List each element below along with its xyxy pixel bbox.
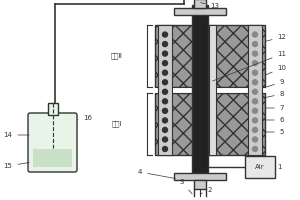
Bar bbox=[209, 25, 216, 155]
Circle shape bbox=[163, 89, 167, 94]
Text: 15: 15 bbox=[4, 162, 29, 169]
Bar bbox=[245, 156, 275, 178]
Text: 2: 2 bbox=[200, 187, 212, 194]
Bar bbox=[47, 103, 58, 115]
Circle shape bbox=[163, 137, 167, 142]
Text: 10: 10 bbox=[266, 65, 286, 75]
Circle shape bbox=[253, 89, 257, 94]
Circle shape bbox=[253, 118, 257, 123]
Bar bbox=[194, 0, 206, 8]
Circle shape bbox=[163, 61, 167, 66]
Circle shape bbox=[163, 146, 167, 152]
Text: 溫區Ⅱ: 溫區Ⅱ bbox=[111, 53, 123, 59]
Circle shape bbox=[163, 42, 167, 47]
Circle shape bbox=[163, 99, 167, 104]
Bar bbox=[155, 25, 265, 87]
Circle shape bbox=[253, 108, 257, 113]
Text: 7: 7 bbox=[266, 105, 284, 111]
Circle shape bbox=[253, 99, 257, 104]
Bar bbox=[33, 149, 72, 167]
Text: 11: 11 bbox=[213, 51, 286, 81]
Circle shape bbox=[163, 70, 167, 75]
Text: Air: Air bbox=[255, 164, 265, 170]
Circle shape bbox=[253, 80, 257, 85]
Circle shape bbox=[253, 42, 257, 47]
Circle shape bbox=[163, 32, 167, 37]
Bar bbox=[158, 25, 172, 155]
Text: 溫區Ⅰ: 溫區Ⅰ bbox=[112, 121, 122, 127]
Circle shape bbox=[253, 70, 257, 75]
Text: 1: 1 bbox=[277, 164, 281, 170]
Text: 3: 3 bbox=[180, 179, 192, 194]
Text: 14: 14 bbox=[4, 132, 29, 138]
Circle shape bbox=[163, 80, 167, 85]
Bar bbox=[192, 5, 208, 175]
Bar bbox=[194, 180, 206, 189]
Bar bbox=[174, 8, 226, 15]
Text: 8: 8 bbox=[266, 91, 284, 97]
Circle shape bbox=[163, 127, 167, 132]
Circle shape bbox=[253, 146, 257, 152]
Text: 16: 16 bbox=[77, 115, 92, 121]
Circle shape bbox=[163, 118, 167, 123]
Bar bbox=[174, 173, 226, 180]
Text: 4: 4 bbox=[138, 169, 175, 178]
Bar bbox=[248, 25, 262, 155]
Circle shape bbox=[163, 108, 167, 113]
Circle shape bbox=[253, 61, 257, 66]
Text: 9: 9 bbox=[266, 79, 284, 87]
Circle shape bbox=[253, 32, 257, 37]
Circle shape bbox=[253, 137, 257, 142]
Text: 12: 12 bbox=[266, 34, 286, 41]
Bar bbox=[155, 93, 265, 155]
Bar bbox=[155, 87, 265, 93]
Circle shape bbox=[253, 127, 257, 132]
Circle shape bbox=[163, 51, 167, 56]
Text: 5: 5 bbox=[266, 129, 284, 135]
Text: 6: 6 bbox=[266, 117, 284, 123]
Circle shape bbox=[253, 51, 257, 56]
FancyBboxPatch shape bbox=[28, 113, 77, 172]
Text: 13: 13 bbox=[201, 3, 220, 9]
